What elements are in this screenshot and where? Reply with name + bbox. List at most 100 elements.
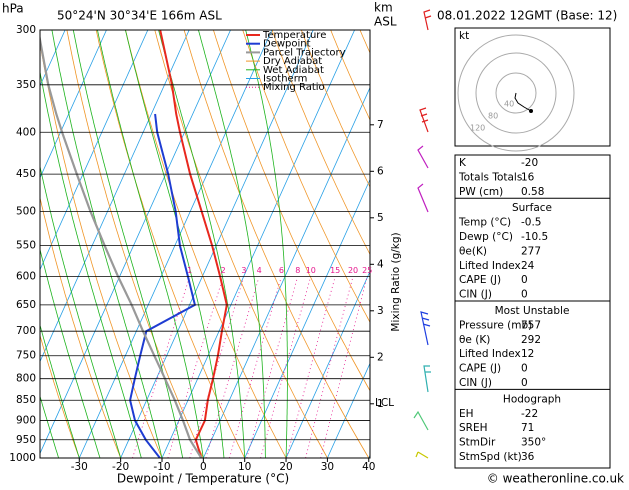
dry-adiabat [624,30,629,458]
isotherm [203,30,396,458]
table-value: 350° [521,437,546,449]
wet-adiabat [73,30,182,458]
y-tick-label: 400 [16,126,36,138]
isotherm [38,30,231,458]
y-tick-label: 900 [16,415,36,427]
km-tick-label: 7 [377,119,384,131]
location: 50°24'N 30°34'E 166m ASL [57,9,222,23]
table-value: 277 [521,245,541,257]
table-value: 0 [521,377,528,389]
mixing-ratio-label: 4 [257,266,262,275]
x-tick-label: 20 [279,461,292,473]
wet-adiabat [97,30,203,458]
y-tick-label: 500 [16,206,36,218]
table-label: K [459,157,467,169]
x-axis-title: Dewpoint / Temperature (°C) [117,472,289,486]
y-tick-label: 700 [16,325,36,337]
x-tick-label: -10 [153,461,170,473]
table-value: 36 [521,451,535,463]
table-section-title: Hodograph [503,393,561,405]
mixing-ratio-label: 6 [279,266,284,275]
wet-adiabat [52,30,162,458]
y-tick-label: 750 [16,350,36,362]
table-label: CIN (J) [459,289,492,301]
table-label: CAPE (J) [459,363,501,375]
table-value: 0 [521,274,528,286]
profile-line [38,30,201,458]
dry-adiabat [38,30,162,458]
legend-label: Mixing Ratio [263,82,325,93]
table-label: Totals Totals [458,171,522,183]
datetime: 08.01.2022 12GMT (Base: 12) [437,9,617,23]
table-section-title: Most Unstable [495,305,570,317]
hodograph-ring-label: 80 [488,112,498,121]
mixing-ratio-label: 20 [348,266,358,275]
mixing-ratio-label: 10 [306,266,316,275]
hodograph-unit: kt [459,30,469,42]
table-label: PW (cm) [459,186,503,198]
mixing-ratio-label: 8 [295,266,300,275]
y-tick-label: 600 [16,270,36,282]
mixing-ratio-label: 25 [362,266,372,275]
table-value: 16 [521,171,535,183]
table-label: StmDir [459,437,496,449]
x-tick-label: 0 [200,461,207,473]
table-label: CIN (J) [459,377,492,389]
y-tick-label: 950 [16,434,36,446]
table-label: SREH [459,422,488,434]
wet-adiabat [246,30,288,458]
isotherm [121,30,314,458]
table-label: Temp (°C) [458,217,511,229]
y-tick-label: 650 [16,299,36,311]
table-label: Dewp (°C) [459,231,513,243]
mixing-ratio-label: 1 [187,266,192,275]
y-tick-label: 550 [16,239,36,251]
table-section-title: Surface [512,202,552,214]
table-label: Lifted Index [459,260,521,272]
isotherm [245,30,438,458]
wind-barbs [414,10,431,458]
mixing-ratio-label: 3 [241,266,246,275]
table-label: θe (K) [459,334,490,346]
mixing-ratio-label: 15 [330,266,340,275]
table-value: 0 [521,289,528,301]
table-value: 757 [521,319,541,331]
x-tick-label: 10 [238,461,251,473]
footer: © weatheronline.co.uk [487,472,624,486]
plot-frame [40,30,370,458]
table-value: 12 [521,348,534,360]
table-value: 0 [521,363,528,375]
km-label: km [374,1,393,15]
x-tick-label: -30 [71,461,88,473]
table-label: θe(K) [459,245,487,257]
hodograph-ring-label: 40 [504,100,514,109]
x-tick-label: -20 [112,461,129,473]
table-value: 0.58 [521,186,544,198]
y-tick-label: 800 [16,373,36,385]
table-value: 24 [521,260,535,272]
x-tick-label: 30 [321,461,334,473]
hodograph: kt 40 80 120 [455,28,610,151]
y2-axis-title: Mixing Ratio (g/kg) [390,232,402,331]
dry-adiabat [96,30,245,458]
isotherm [286,30,479,458]
mixing-ratio-label: 2 [221,266,226,275]
y-axis-title: hPa [2,2,24,16]
km-tick-label: 4 [377,258,384,270]
table-value: -22 [521,408,538,420]
table-value: 71 [521,422,534,434]
table-label: StmSpd (kt) [459,451,522,463]
table-label: CAPE (J) [459,274,501,286]
y-tick-label: 300 [16,24,36,36]
hodograph-ring-label: 120 [470,124,485,133]
table-value: 292 [521,334,541,346]
table-label: EH [459,408,474,420]
table-value: -0.5 [521,217,542,229]
y-tick-label: 350 [16,79,36,91]
km-tick-label: 3 [377,305,384,317]
y-tick-label: 450 [16,168,36,180]
table-value: -10.5 [521,231,548,243]
y-tick-label: 850 [16,394,36,406]
